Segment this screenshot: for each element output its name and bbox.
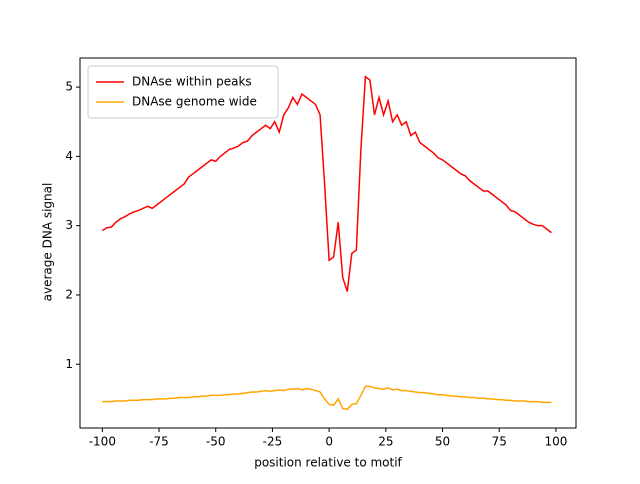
x-tick-label: 0 — [325, 435, 333, 449]
series-line — [102, 385, 552, 411]
legend-label: DNAse genome wide — [132, 95, 257, 109]
y-tick-label: 5 — [65, 80, 73, 94]
y-tick-label: 4 — [65, 149, 73, 163]
x-tick-label: 100 — [544, 435, 567, 449]
y-tick-label: 3 — [65, 218, 73, 232]
legend-label: DNAse within peaks — [132, 75, 252, 89]
x-tick-label: -100 — [89, 435, 116, 449]
y-tick-label: 2 — [65, 287, 73, 301]
x-tick-label: -25 — [263, 435, 283, 449]
series-line — [101, 75, 552, 292]
x-tick-label: 75 — [492, 435, 507, 449]
y-axis-label: average DNA signal — [41, 183, 55, 302]
y-tick-label: 1 — [65, 357, 73, 371]
x-tick-label: -50 — [206, 435, 226, 449]
legend-box — [87, 65, 279, 119]
x-tick-label: -75 — [149, 435, 169, 449]
x-axis-label: position relative to motif — [254, 456, 402, 470]
x-tick-label: 25 — [378, 435, 393, 449]
x-tick-label: 50 — [435, 435, 450, 449]
plot-frame — [79, 57, 577, 429]
